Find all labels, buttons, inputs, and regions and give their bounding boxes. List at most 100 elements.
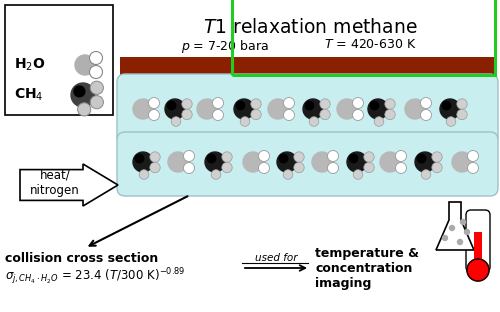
Text: temperature &: temperature & — [315, 246, 419, 260]
Circle shape — [90, 95, 104, 109]
Circle shape — [251, 109, 261, 120]
Circle shape — [420, 97, 432, 109]
Circle shape — [90, 66, 102, 79]
Text: concentration: concentration — [315, 261, 412, 275]
Circle shape — [280, 154, 287, 163]
Bar — [5, 5, 113, 115]
Circle shape — [74, 86, 85, 97]
Circle shape — [312, 152, 332, 172]
Circle shape — [396, 163, 406, 173]
Circle shape — [168, 101, 175, 110]
Circle shape — [468, 163, 478, 173]
Circle shape — [303, 99, 323, 119]
Circle shape — [364, 162, 374, 173]
Circle shape — [182, 99, 192, 109]
Circle shape — [75, 55, 95, 75]
Circle shape — [328, 163, 338, 173]
Circle shape — [460, 220, 466, 225]
Circle shape — [182, 109, 192, 120]
Circle shape — [236, 101, 244, 110]
Text: imaging: imaging — [315, 276, 372, 290]
Circle shape — [418, 154, 426, 163]
Circle shape — [452, 152, 472, 172]
Text: $\sigma_{j,CH_4 \cdot H_2O}$ = 23.4 ($\mathit{T}$/300 K)$^{-0.89}$: $\sigma_{j,CH_4 \cdot H_2O}$ = 23.4 ($\m… — [5, 267, 186, 287]
Circle shape — [71, 83, 95, 107]
Circle shape — [277, 152, 297, 172]
Circle shape — [328, 150, 338, 162]
Circle shape — [385, 109, 395, 120]
Circle shape — [133, 99, 153, 119]
Circle shape — [405, 99, 425, 119]
Circle shape — [171, 117, 181, 126]
Circle shape — [284, 110, 294, 120]
Circle shape — [450, 226, 454, 231]
Circle shape — [258, 150, 270, 162]
Circle shape — [467, 259, 489, 281]
Bar — [120, 177, 495, 195]
Circle shape — [150, 162, 160, 173]
Circle shape — [212, 97, 224, 109]
Circle shape — [197, 99, 217, 119]
Circle shape — [440, 99, 460, 119]
Circle shape — [283, 170, 293, 179]
Circle shape — [222, 152, 232, 162]
Circle shape — [212, 110, 224, 120]
Circle shape — [184, 150, 194, 162]
Text: used for: used for — [255, 253, 297, 263]
Circle shape — [352, 97, 364, 109]
Text: $\mathit{T}$ = 420-630 K: $\mathit{T}$ = 420-630 K — [324, 38, 416, 51]
FancyBboxPatch shape — [117, 132, 498, 196]
Circle shape — [352, 110, 364, 120]
Bar — [120, 57, 495, 75]
Circle shape — [139, 170, 149, 179]
Circle shape — [458, 240, 462, 245]
Circle shape — [148, 97, 160, 109]
Circle shape — [240, 117, 250, 126]
Circle shape — [457, 99, 467, 109]
Circle shape — [294, 152, 304, 162]
Polygon shape — [436, 202, 474, 250]
Circle shape — [150, 152, 160, 162]
Circle shape — [421, 170, 431, 179]
Circle shape — [353, 170, 363, 179]
Circle shape — [222, 162, 232, 173]
Circle shape — [380, 152, 400, 172]
Circle shape — [251, 99, 261, 109]
Circle shape — [432, 152, 442, 162]
Circle shape — [415, 152, 435, 172]
Circle shape — [136, 154, 143, 163]
Circle shape — [309, 117, 319, 126]
Circle shape — [385, 99, 395, 109]
Circle shape — [133, 152, 153, 172]
Circle shape — [364, 152, 374, 162]
Circle shape — [78, 103, 91, 116]
Circle shape — [464, 230, 469, 235]
Circle shape — [446, 117, 456, 126]
Circle shape — [320, 109, 330, 120]
Circle shape — [420, 110, 432, 120]
Bar — [474, 232, 482, 267]
Bar — [232, 0, 495, 75]
FancyBboxPatch shape — [117, 74, 498, 145]
Circle shape — [370, 101, 378, 110]
Circle shape — [374, 117, 384, 126]
Text: $\mathit{p}$ = 7-20 bara: $\mathit{p}$ = 7-20 bara — [181, 38, 269, 55]
Text: collision cross section: collision cross section — [5, 251, 158, 265]
Text: H$_2$O: H$_2$O — [14, 57, 46, 73]
Circle shape — [457, 109, 467, 120]
Circle shape — [442, 236, 448, 241]
Circle shape — [468, 150, 478, 162]
Circle shape — [284, 97, 294, 109]
Circle shape — [442, 101, 450, 110]
Circle shape — [294, 162, 304, 173]
Circle shape — [205, 152, 225, 172]
Circle shape — [337, 99, 357, 119]
Circle shape — [432, 162, 442, 173]
Circle shape — [208, 154, 216, 163]
Circle shape — [306, 101, 314, 110]
Circle shape — [90, 81, 104, 95]
Circle shape — [90, 51, 102, 65]
FancyBboxPatch shape — [466, 210, 490, 272]
Circle shape — [396, 150, 406, 162]
Circle shape — [165, 99, 185, 119]
